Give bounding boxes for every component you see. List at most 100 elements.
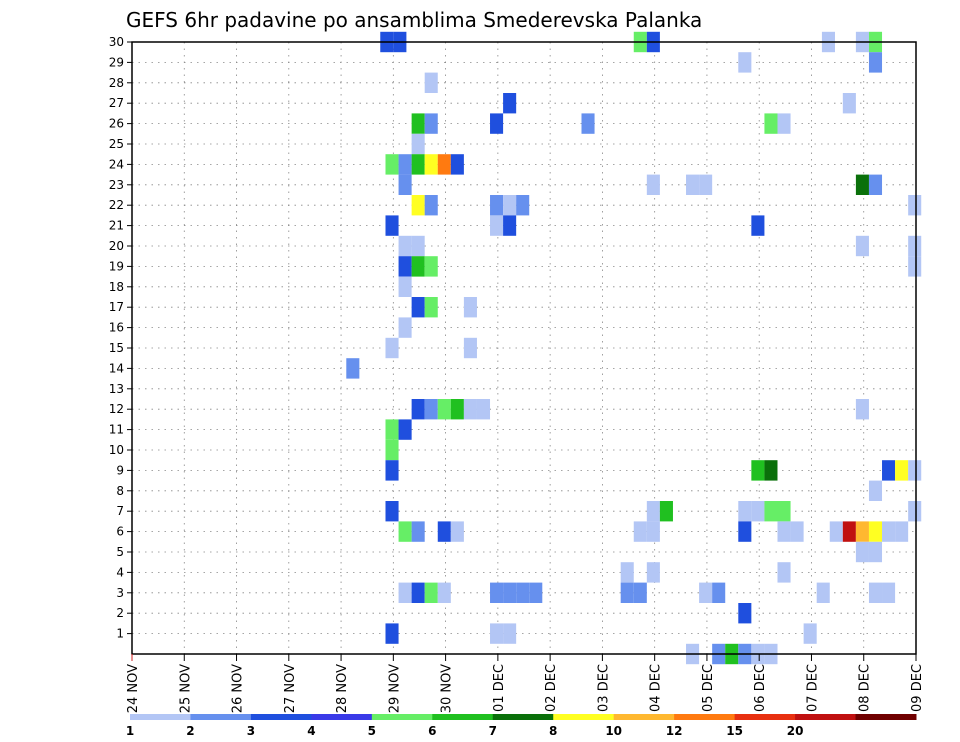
heatmap-cell — [463, 337, 477, 359]
heatmap-cell — [908, 235, 922, 257]
heatmap-cell — [751, 460, 765, 481]
heatmap-cell — [738, 521, 752, 542]
heatmap-cell — [490, 582, 504, 603]
legend-label: 3 — [247, 724, 255, 738]
heatmap-cell — [437, 399, 451, 420]
legend-swatch — [492, 714, 554, 720]
heatmap-cell — [398, 582, 412, 603]
heatmap-cell — [908, 501, 922, 522]
heatmap-cell — [411, 521, 425, 542]
legend-label: 4 — [307, 724, 315, 738]
heatmap-cell — [450, 521, 464, 542]
heatmap-cell — [385, 337, 399, 359]
x-tick-label: 30 NOV — [440, 664, 455, 713]
y-tick-label: 25 — [109, 137, 124, 151]
heatmap-cell — [868, 521, 883, 542]
x-axis-ticks: 24 NOV 25 NOV 26 NOV 27 NOV 28 NOV 29 NOV 30 N… — [126, 654, 925, 713]
heatmap-cell — [868, 52, 883, 73]
y-tick-label: 5 — [116, 545, 124, 559]
heatmap-cell — [424, 113, 438, 134]
y-tick-label: 12 — [109, 402, 124, 416]
y-tick-label: 22 — [109, 198, 124, 212]
heatmap-cell — [346, 358, 360, 379]
heatmap-cell — [398, 317, 412, 338]
heatmap-cell — [411, 256, 425, 277]
heatmap-cell — [777, 113, 791, 134]
x-tick-label: 27 NOV — [283, 664, 298, 713]
heatmap-cell — [751, 215, 765, 236]
heatmap-cell — [411, 297, 425, 318]
heatmap-cell — [503, 93, 517, 114]
legend-swatch — [371, 714, 433, 720]
heatmap-cell — [463, 399, 477, 420]
legend-swatch — [553, 714, 615, 720]
heatmap-cell — [450, 399, 464, 420]
heatmap-cell — [437, 582, 451, 603]
x-tick-label: 26 NOV — [231, 664, 246, 713]
heatmap-cell — [424, 399, 438, 420]
heatmap-cell — [398, 174, 412, 195]
heatmap-cell — [411, 399, 425, 420]
heatmap-cell — [882, 521, 896, 542]
heatmap-cell — [529, 582, 543, 603]
x-tick-label: 03 DEC — [596, 664, 611, 712]
heatmap-cell — [620, 582, 634, 603]
legend-label: 5 — [368, 724, 376, 738]
y-tick-label: 26 — [109, 117, 124, 131]
legend-swatch — [432, 714, 494, 720]
heatmap-cell — [842, 521, 856, 542]
legend-swatch — [795, 714, 857, 720]
legend-swatch — [250, 714, 312, 720]
heatmap-cell — [790, 521, 804, 542]
heatmap-cell — [868, 480, 883, 501]
heatmap-cell — [829, 521, 843, 542]
heatmap-cell — [424, 297, 438, 318]
heatmap-cell — [385, 623, 399, 644]
heatmap-cell — [908, 256, 922, 277]
heatmap-cell — [503, 623, 517, 644]
x-tick-label: 06 DEC — [753, 664, 768, 712]
heatmap-cell — [490, 623, 504, 644]
y-tick-label: 28 — [109, 76, 124, 90]
x-tick-label: 08 DEC — [858, 664, 873, 712]
heatmap-cell — [490, 113, 504, 134]
heatmap-cell — [882, 460, 896, 481]
heatmap-cell — [908, 195, 922, 216]
legend-label: 6 — [428, 724, 436, 738]
heatmap-cell — [646, 562, 660, 583]
heatmap-cell — [764, 460, 778, 481]
legend-swatch — [613, 714, 675, 720]
legend-label: 2 — [186, 724, 194, 738]
heatmap-cell — [385, 460, 399, 481]
chart-title: GEFS 6hr padavine po ansamblima Smederev… — [126, 8, 702, 32]
heatmap-cell — [385, 154, 399, 175]
heatmap-cell — [411, 154, 425, 175]
y-tick-label: 13 — [109, 382, 124, 396]
heatmap-cell — [738, 501, 752, 522]
gridlines — [132, 41, 916, 654]
y-tick-label: 3 — [116, 586, 124, 600]
y-tick-label: 18 — [109, 280, 124, 294]
legend-label: 12 — [666, 724, 683, 738]
x-tick-label: 05 DEC — [701, 664, 716, 712]
heatmap-cell — [855, 399, 869, 420]
heatmap-cell — [411, 582, 425, 603]
heatmap-cell — [411, 235, 425, 257]
y-tick-label: 15 — [109, 341, 124, 355]
heatmap-cell — [712, 582, 726, 603]
y-tick-label: 19 — [109, 259, 124, 273]
heatmap-cell — [385, 215, 399, 236]
x-tick-label: 01 DEC — [492, 664, 507, 712]
y-tick-label: 16 — [109, 321, 124, 335]
y-tick-label: 29 — [109, 55, 124, 69]
heatmap-cell — [620, 562, 634, 583]
heatmap-cell — [424, 582, 438, 603]
heatmap-cell — [437, 154, 451, 175]
y-tick-label: 6 — [116, 525, 124, 539]
heatmap-cell — [503, 582, 517, 603]
legend-label: 8 — [549, 724, 557, 738]
heatmap-cell — [908, 460, 922, 481]
y-tick-label: 10 — [109, 443, 124, 457]
legend-label: 15 — [726, 724, 743, 738]
y-tick-label: 14 — [109, 361, 124, 375]
